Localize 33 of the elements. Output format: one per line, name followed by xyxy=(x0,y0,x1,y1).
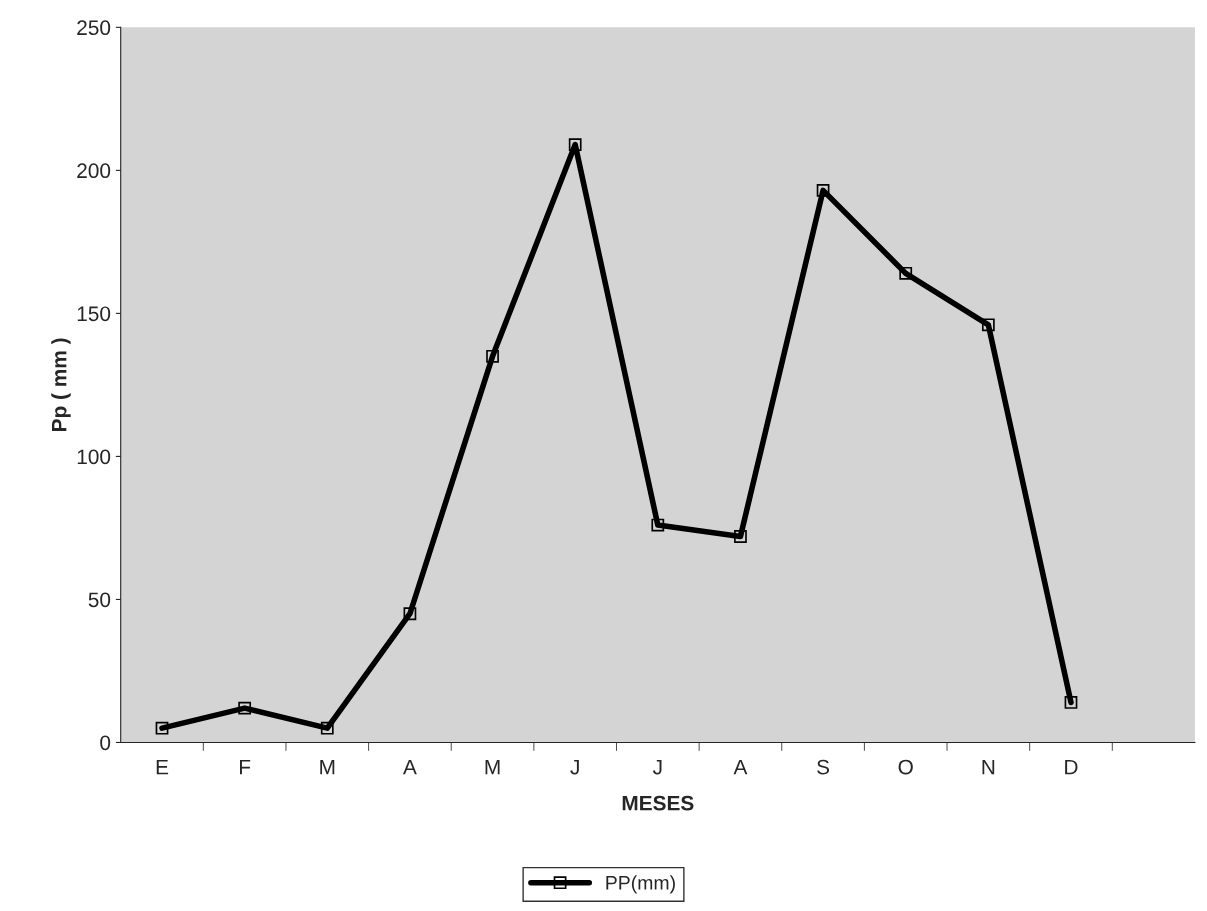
y-tick-label: 150 xyxy=(77,306,111,322)
legend-label: PP(mm) xyxy=(606,875,675,894)
y-tick-label: 200 xyxy=(77,163,111,179)
point xyxy=(238,701,252,715)
y-tick-label: 0 xyxy=(100,735,111,751)
x-tick-label: N xyxy=(982,759,995,775)
x-tick-label: A xyxy=(733,759,748,775)
point xyxy=(981,318,995,332)
point xyxy=(651,518,665,532)
x-tick-label: M xyxy=(320,759,335,775)
x-axis-title: MESES xyxy=(622,795,694,811)
x-tick-label: E xyxy=(156,759,169,775)
x-tick-label: J xyxy=(652,759,662,775)
x-tick-label: J xyxy=(570,759,579,775)
point xyxy=(320,721,334,735)
y-tick-label: 50 xyxy=(88,592,111,608)
point xyxy=(899,266,913,280)
x-tick-label: D xyxy=(1065,759,1078,775)
point xyxy=(816,183,830,197)
y-tick-label: 100 xyxy=(77,449,111,465)
y-tick-label: 250 xyxy=(77,20,111,36)
y-axis-title: Pp ( mm ) xyxy=(51,338,71,431)
x-tick-label: F xyxy=(240,759,251,775)
x-tick-label: A xyxy=(403,759,417,775)
x-tick-label: M xyxy=(485,759,500,775)
point xyxy=(568,138,582,152)
point xyxy=(734,530,747,543)
point xyxy=(1064,696,1078,709)
point xyxy=(486,349,499,363)
x-tick-label: S xyxy=(817,759,830,775)
point xyxy=(403,607,417,621)
x-tick-label: O xyxy=(898,759,913,775)
point xyxy=(155,721,169,735)
